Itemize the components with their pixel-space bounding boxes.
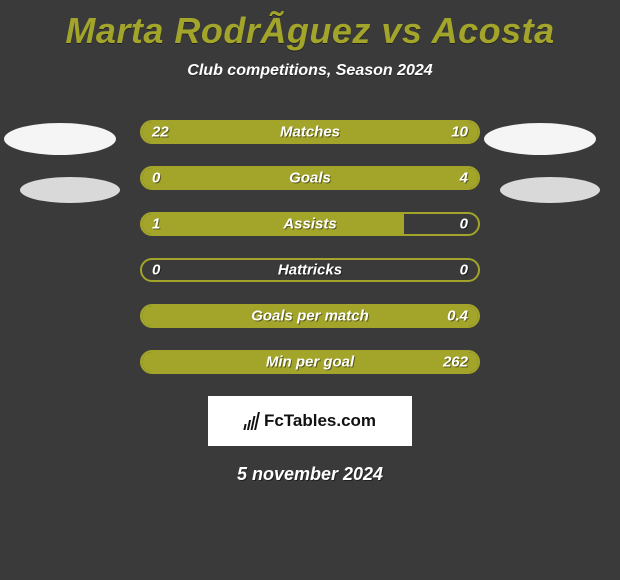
stat-row: 04Goals bbox=[140, 166, 480, 190]
avatar-placeholder-ellipse bbox=[4, 123, 116, 155]
avatar-placeholder-ellipse bbox=[484, 123, 596, 155]
stats-area: 2210Matches 04Goals 10Assists 00Hattricks 0.… bbox=[0, 120, 620, 374]
stat-label: Matches bbox=[142, 124, 478, 141]
page-title: Marta RodrÃ­guez vs Acosta bbox=[0, 0, 620, 52]
branding-text: FcTables.com bbox=[264, 411, 376, 431]
stat-row: 10Assists bbox=[140, 212, 480, 236]
stat-row: 00Hattricks bbox=[140, 258, 480, 282]
avatar-placeholder-ellipse bbox=[500, 177, 600, 203]
stat-label: Hattricks bbox=[142, 262, 478, 279]
stat-row: 0.4Goals per match bbox=[140, 304, 480, 328]
stat-label: Goals bbox=[142, 170, 478, 187]
comparison-infographic: Marta RodrÃ­guez vs Acosta Club competit… bbox=[0, 0, 620, 580]
stat-label: Assists bbox=[142, 216, 478, 233]
subtitle: Club competitions, Season 2024 bbox=[0, 62, 620, 80]
stat-row: 262Min per goal bbox=[140, 350, 480, 374]
stat-row: 2210Matches bbox=[140, 120, 480, 144]
stat-label: Min per goal bbox=[142, 354, 478, 371]
bars-ascending-icon bbox=[244, 412, 258, 430]
avatar-placeholder-ellipse bbox=[20, 177, 120, 203]
stat-label: Goals per match bbox=[142, 308, 478, 325]
date-line: 5 november 2024 bbox=[0, 464, 620, 485]
branding-badge: FcTables.com bbox=[208, 396, 412, 446]
